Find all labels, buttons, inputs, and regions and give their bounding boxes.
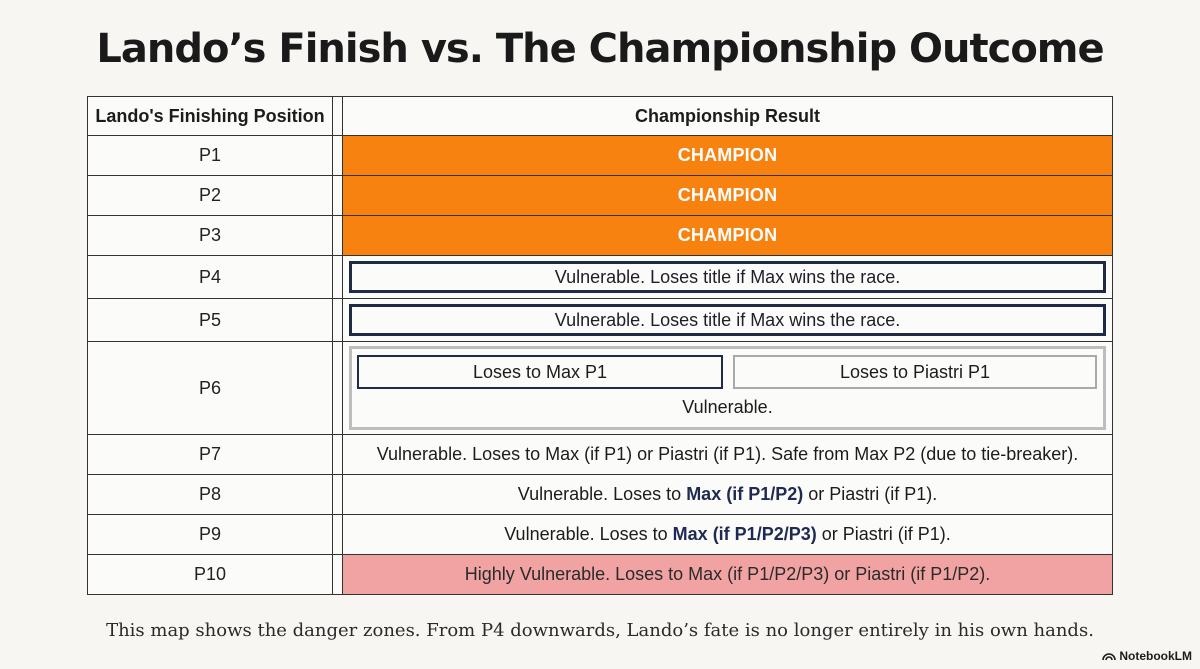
result-cell-champion: CHAMPION <box>342 215 1113 256</box>
divider-cell <box>332 215 343 256</box>
position-cell: P7 <box>87 434 333 475</box>
notebooklm-icon <box>1102 653 1117 661</box>
brand-logo: NotebookLM <box>1102 649 1192 663</box>
table-header-row: Lando's Finishing Position Championship … <box>87 96 1113 136</box>
position-cell: P6 <box>87 341 333 435</box>
table-row: P3 CHAMPION <box>87 215 1113 256</box>
outcome-table: Lando's Finishing Position Championship … <box>87 96 1113 595</box>
result-cell-danger: Highly Vulnerable. Loses to Max (if P1/P… <box>342 554 1113 595</box>
result-cell: Vulnerable. Loses to Max (if P1) or Pias… <box>342 434 1113 475</box>
position-cell: P3 <box>87 215 333 256</box>
result-cell: Vulnerable. Loses to Max (if P1/P2) or P… <box>342 474 1113 515</box>
table-row: P5 Vulnerable. Loses title if Max wins t… <box>87 298 1113 342</box>
loses-to-piastri-box: Loses to Piastri P1 <box>733 355 1097 389</box>
result-text-highlight: Max (if P1/P2/P3) <box>672 524 817 544</box>
page-title: Lando’s Finish vs. The Championship Outc… <box>96 26 1104 72</box>
result-box: Vulnerable. Loses title if Max wins the … <box>349 261 1106 293</box>
header-position: Lando's Finishing Position <box>87 96 333 136</box>
position-cell: P9 <box>87 514 333 555</box>
divider-cell <box>332 554 343 595</box>
table-row: P4 Vulnerable. Loses title if Max wins t… <box>87 255 1113 299</box>
split-result-box: Loses to Max P1 Loses to Piastri P1 Vuln… <box>349 346 1106 430</box>
result-cell: Vulnerable. Loses title if Max wins the … <box>342 298 1113 342</box>
caption: This map shows the danger zones. From P4… <box>106 620 1094 641</box>
result-cell: Vulnerable. Loses to Max (if P1/P2/P3) o… <box>342 514 1113 555</box>
result-text-prefix: Vulnerable. Loses to <box>517 484 687 504</box>
result-cell-champion: CHAMPION <box>342 175 1113 216</box>
table-row: P2 CHAMPION <box>87 175 1113 216</box>
loses-to-max-box: Loses to Max P1 <box>357 355 723 389</box>
result-cell: Loses to Max P1 Loses to Piastri P1 Vuln… <box>342 341 1113 435</box>
divider-cell <box>332 255 343 299</box>
divider-cell <box>332 175 343 216</box>
result-text-suffix: or Piastri (if P1). <box>816 524 951 544</box>
position-cell: P1 <box>87 135 333 176</box>
table-row: P10 Highly Vulnerable. Loses to Max (if … <box>87 554 1113 595</box>
position-cell: P4 <box>87 255 333 299</box>
position-cell: P8 <box>87 474 333 515</box>
vulnerable-label: Vulnerable. <box>682 397 773 417</box>
result-cell: Vulnerable. Loses title if Max wins the … <box>342 255 1113 299</box>
result-text-highlight: Max (if P1/P2) <box>686 484 804 504</box>
result-text-suffix: or Piastri (if P1). <box>803 484 938 504</box>
header-result: Championship Result <box>342 96 1113 136</box>
brand-name: NotebookLM <box>1119 649 1192 663</box>
divider-cell <box>332 474 343 515</box>
header-divider <box>332 96 343 136</box>
position-cell: P5 <box>87 298 333 342</box>
table-row: P6 Loses to Max P1 Loses to Piastri P1 V… <box>87 341 1113 435</box>
table-row: P7 Vulnerable. Loses to Max (if P1) or P… <box>87 434 1113 475</box>
result-cell-champion: CHAMPION <box>342 135 1113 176</box>
divider-cell <box>332 434 343 475</box>
position-cell: P10 <box>87 554 333 595</box>
divider-cell <box>332 341 343 435</box>
divider-cell <box>332 298 343 342</box>
table-row: P1 CHAMPION <box>87 135 1113 176</box>
result-box: Vulnerable. Loses title if Max wins the … <box>349 304 1106 336</box>
result-text-prefix: Vulnerable. Loses to <box>504 524 673 544</box>
divider-cell <box>332 514 343 555</box>
table-row: P8 Vulnerable. Loses to Max (if P1/P2) o… <box>87 474 1113 515</box>
table-row: P9 Vulnerable. Loses to Max (if P1/P2/P3… <box>87 514 1113 555</box>
divider-cell <box>332 135 343 176</box>
position-cell: P2 <box>87 175 333 216</box>
